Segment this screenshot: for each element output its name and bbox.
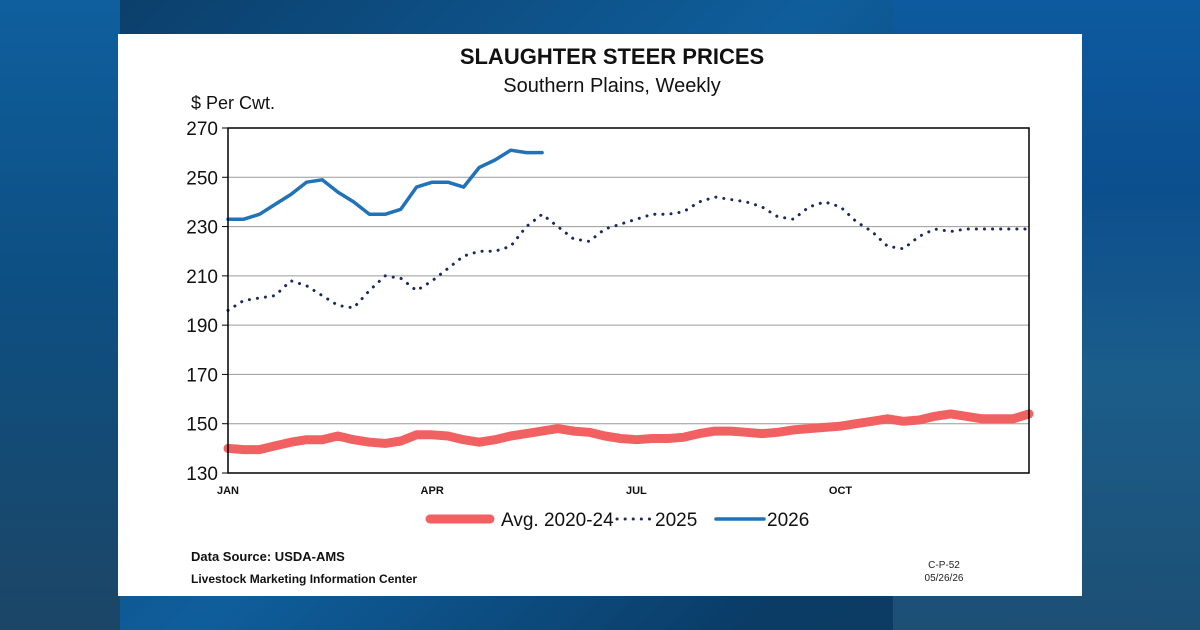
organization: Livestock Marketing Information Center bbox=[191, 572, 417, 586]
y-tick-label: 230 bbox=[186, 218, 218, 239]
background-panel-left bbox=[0, 0, 120, 630]
chart-svg: SLAUGHTER STEER PRICES Southern Plains, … bbox=[186, 44, 1034, 586]
x-tick-label: JUL bbox=[626, 485, 647, 497]
y-tick-label: 130 bbox=[186, 464, 218, 485]
y-tick-label: 210 bbox=[186, 267, 218, 288]
y-tick-label: 270 bbox=[186, 119, 218, 140]
legend-label: Avg. 2020-24 bbox=[501, 510, 614, 531]
chart-title: SLAUGHTER STEER PRICES bbox=[460, 44, 764, 69]
y-tick-label: 170 bbox=[186, 365, 218, 386]
x-tick-label: OCT bbox=[829, 485, 853, 497]
y-tick-label: 150 bbox=[186, 415, 218, 436]
data-source: Data Source: USDA-AMS bbox=[191, 549, 345, 564]
grid-lines bbox=[228, 176, 1029, 425]
x-tick-labels: JAN APR JUL OCT bbox=[217, 485, 852, 497]
plot-frame bbox=[227, 127, 1030, 474]
x-tick-label: APR bbox=[421, 485, 444, 497]
series-line-2026 bbox=[226, 148, 544, 221]
series-line-avg-2020-24 bbox=[223, 409, 1034, 455]
chart-card: SLAUGHTER STEER PRICES Southern Plains, … bbox=[118, 34, 1082, 596]
y-axis-label: $ Per Cwt. bbox=[191, 93, 275, 113]
chart-code: C-P-52 bbox=[928, 560, 960, 571]
series-lines bbox=[223, 148, 1034, 455]
series-line-2025 bbox=[226, 195, 1031, 312]
y-tick-label: 190 bbox=[186, 316, 218, 337]
chart-subtitle: Southern Plains, Weekly bbox=[503, 75, 721, 97]
y-tick-labels: 130 150 170 190 210 230 250 270 bbox=[186, 119, 228, 485]
x-tick-label: JAN bbox=[217, 485, 239, 497]
chart-date: 05/26/26 bbox=[925, 573, 964, 584]
legend: Avg. 2020-24 2025 2026 bbox=[425, 510, 809, 531]
legend-label: 2026 bbox=[767, 510, 809, 531]
legend-label: 2025 bbox=[655, 510, 697, 531]
y-tick-label: 250 bbox=[186, 168, 218, 189]
